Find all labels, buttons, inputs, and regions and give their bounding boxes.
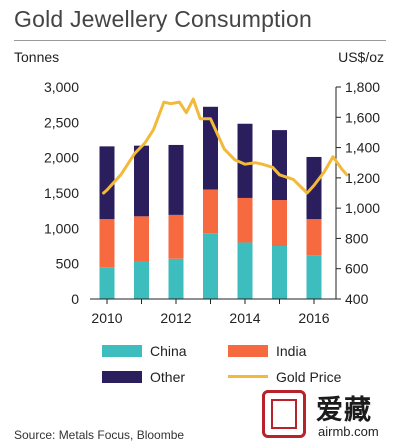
gold-price-line [102,97,349,195]
legend-swatch-other [102,371,142,383]
bar-other-2010 [99,146,115,220]
left-tick-label: 1,500 [44,185,79,201]
bar-other-2014 [237,123,253,198]
x-tick-label: 2016 [298,310,329,326]
x-tick-label: 2012 [160,310,191,326]
watermark-brand: 爱藏 [316,395,372,426]
bar-china-2011 [134,261,149,299]
bar-china-2015 [272,246,287,299]
left-tick-label: 1,000 [44,220,79,236]
bar-china-2013 [203,233,218,299]
legend-label-gold-price: Gold Price [276,369,342,385]
bar-india-2011 [134,216,149,262]
bar-china-2016 [306,255,322,299]
bar-india-2012 [168,214,184,259]
bar-other-2012 [168,144,184,215]
bar-india-2010 [99,219,115,268]
seal-icon [262,390,306,438]
left-tick-label: 0 [71,291,79,307]
legend-swatch-gold-price [228,375,268,378]
left-tick-label: 3,000 [44,79,79,95]
bar-other-2015 [272,130,287,201]
left-tick-label: 500 [56,256,80,272]
left-axis-title: Tonnes [14,49,59,65]
bar-india-2015 [272,200,287,246]
bar-india-2016 [306,219,322,256]
bar-china-2010 [99,267,115,299]
watermark-url: airmb.com [318,424,379,439]
right-tick-label: 1,000 [345,200,380,216]
right-tick-label: 400 [345,291,369,307]
legend-swatch-india [228,345,268,357]
right-tick-label: 1,600 [345,109,380,125]
bar-india-2013 [203,189,218,234]
legend-label-other: Other [150,369,186,385]
right-tick-label: 1,800 [345,79,380,95]
right-axis-title: US$/oz [338,49,384,65]
legend-swatch-china [102,345,142,357]
watermark-logo: 爱藏 airmb.com [256,386,400,447]
title-divider [14,40,386,41]
left-tick-label: 2,500 [44,114,79,130]
chart-title: Gold Jewellery Consumption [14,6,312,32]
stacked-bar-chart: Tonnes US$/oz 0 500 1,000 1,500 2,000 2,500 3,… [14,49,384,326]
right-tick-label: 800 [345,230,369,246]
bar-other-2011 [134,145,149,217]
right-tick-label: 1,200 [345,170,380,186]
bar-other-2016 [306,156,322,220]
left-tick-label: 2,000 [44,150,79,166]
x-tick-label: 2010 [91,310,122,326]
x-tick-label: 2014 [229,310,260,326]
bar-china-2014 [237,242,253,299]
legend-label-india: India [276,343,307,359]
legend-label-china: China [150,343,187,359]
bar-china-2012 [168,258,184,299]
right-tick-label: 600 [345,261,369,277]
right-tick-label: 1,400 [345,140,380,156]
bar-india-2014 [237,197,253,243]
source-note: Source: Metals Focus, Bloombe [14,428,185,442]
